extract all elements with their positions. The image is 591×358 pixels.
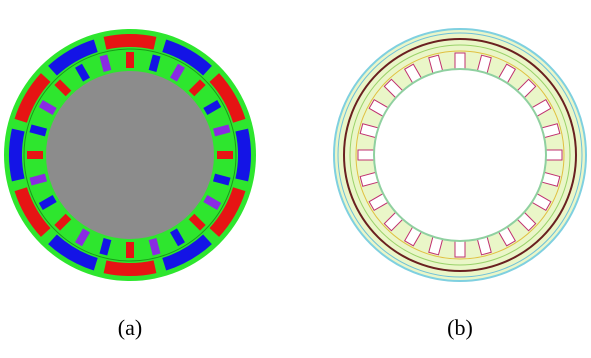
page: {"panels": [{"label": "(a)"}, {"label": …	[0, 0, 591, 358]
slot	[126, 242, 134, 258]
slot	[27, 151, 43, 159]
bore	[374, 69, 546, 241]
slot	[126, 52, 134, 68]
slot	[217, 151, 233, 159]
panel-label: (a)	[118, 315, 142, 340]
rotor-core	[46, 71, 214, 239]
panel-label: (b)	[447, 315, 473, 340]
figure: (a) (b)	[0, 0, 591, 358]
field-plot	[334, 29, 586, 281]
motor-model	[4, 29, 256, 281]
